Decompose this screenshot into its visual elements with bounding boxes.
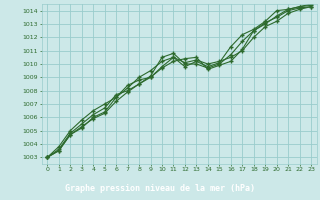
Text: Graphe pression niveau de la mer (hPa): Graphe pression niveau de la mer (hPa) (65, 184, 255, 193)
